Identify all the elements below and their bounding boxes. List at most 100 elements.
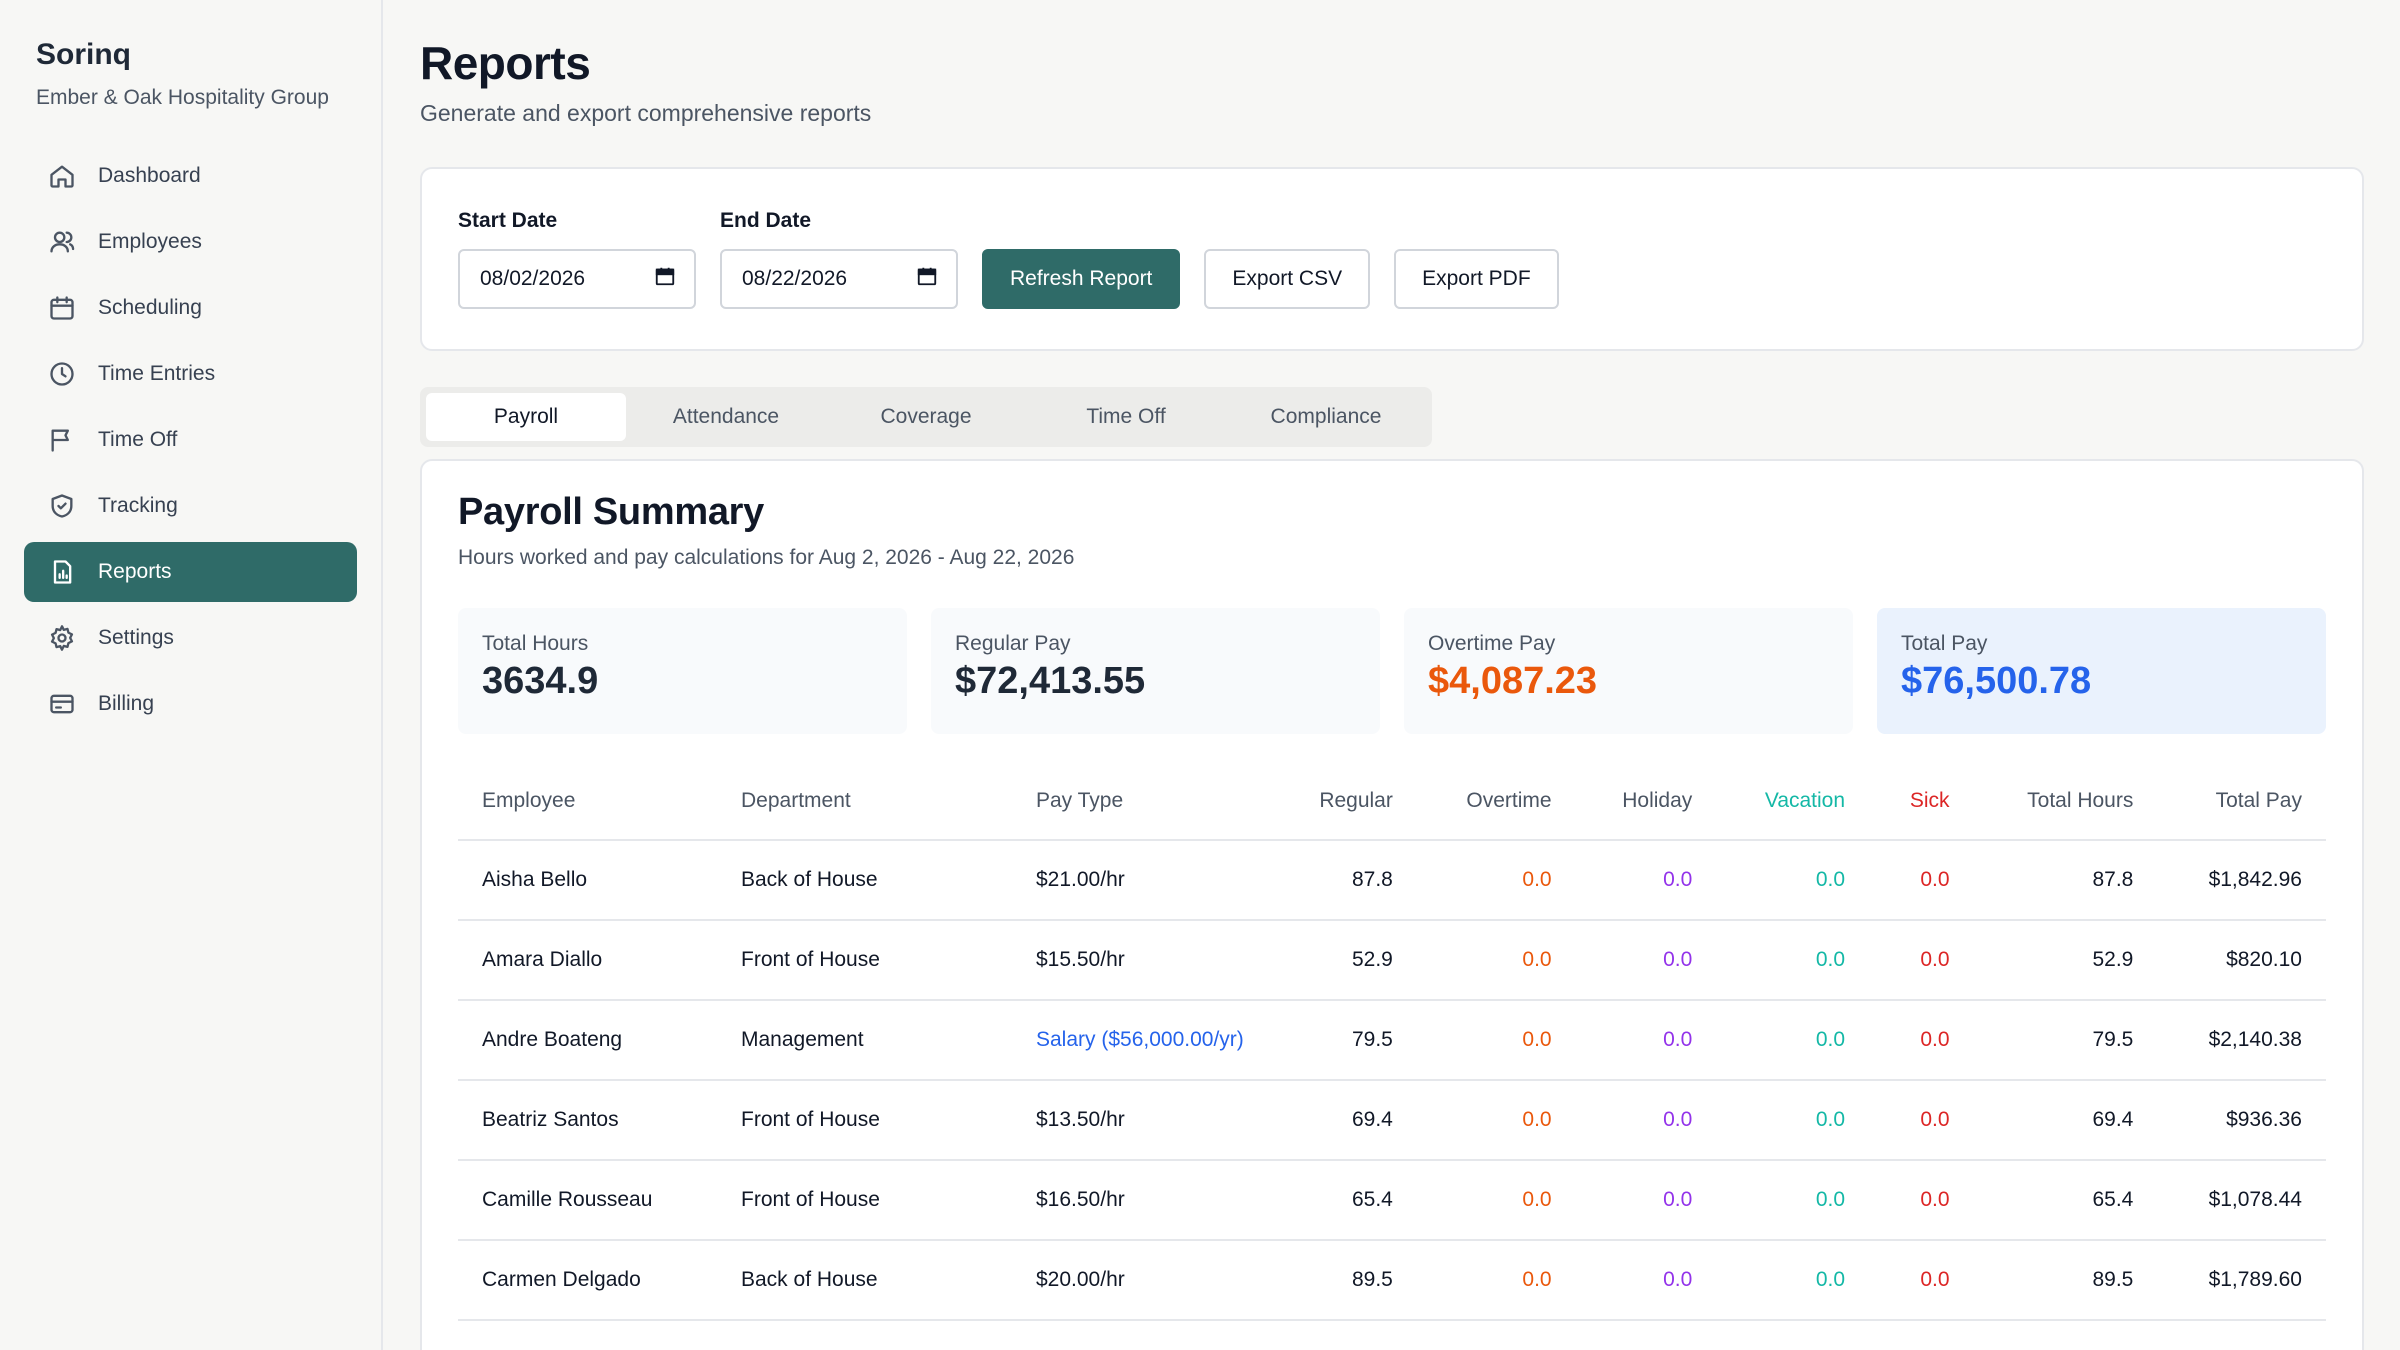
stat-total-pay: Total Pay $76,500.78 xyxy=(1877,608,2326,734)
cell-sick: 0.0 xyxy=(1869,1080,1974,1161)
cell-total-hours: 87.8 xyxy=(1973,840,2158,921)
gear-icon xyxy=(48,624,76,652)
sidebar-item-label: Scheduling xyxy=(98,296,202,319)
report-title: Payroll Summary xyxy=(458,491,764,533)
column-header-overtime[interactable]: Overtime xyxy=(1416,762,1576,841)
sidebar-item-time-off[interactable]: Time Off xyxy=(24,410,357,470)
cell-department: Management xyxy=(717,1000,1012,1081)
column-header-department[interactable]: Department xyxy=(717,762,1012,841)
cell-employee: Amara Diallo xyxy=(458,920,717,1001)
cell-sick: 0.0 xyxy=(1869,920,1974,1001)
cell-regular: 79.5 xyxy=(1272,1000,1417,1081)
column-header-sick[interactable]: Sick xyxy=(1869,762,1974,841)
end-date-value: 08/22/2026 xyxy=(742,267,848,290)
column-header-pay-type[interactable]: Pay Type xyxy=(1012,762,1272,841)
end-date-input[interactable]: 08/22/2026 xyxy=(720,249,958,309)
cell-overtime: 0.0 xyxy=(1416,1240,1576,1321)
tab-attendance[interactable]: Attendance xyxy=(672,405,780,428)
calendar-icon xyxy=(48,294,76,322)
cell-total-pay: $1,842.96 xyxy=(2157,840,2326,921)
sidebar-item-settings[interactable]: Settings xyxy=(24,608,357,668)
export-csv-button[interactable]: Export CSV xyxy=(1204,249,1371,309)
sidebar-item-reports[interactable]: Reports xyxy=(24,542,357,602)
cell-total-pay: $936.36 xyxy=(2157,1080,2326,1161)
cell-total-hours: 79.5 xyxy=(1973,1000,2158,1081)
export-pdf-button[interactable]: Export PDF xyxy=(1394,249,1559,309)
stat-overtime-pay: Overtime Pay $4,087.23 xyxy=(1404,608,1853,734)
cell-regular: 65.4 xyxy=(1272,1160,1417,1241)
tab-time-off[interactable]: Time Off xyxy=(1086,405,1166,428)
cell-total-hours: 52.9 xyxy=(1973,920,2158,1001)
cell-overtime: 0.0 xyxy=(1416,840,1576,921)
stat-label: Overtime Pay xyxy=(1428,632,1556,655)
column-header-employee[interactable]: Employee xyxy=(458,762,717,841)
sidebar-item-label: Time Entries xyxy=(98,362,216,385)
sidebar-item-time-entries[interactable]: Time Entries xyxy=(24,344,357,404)
column-header-total-hours[interactable]: Total Hours xyxy=(1973,762,2158,841)
sidebar-item-employees[interactable]: Employees xyxy=(24,212,357,272)
credit-card-icon xyxy=(48,690,76,718)
table-row[interactable]: Beatriz Santos Front of House $13.50/hr 69.… xyxy=(458,1080,2326,1161)
cell-employee: Andre Boateng xyxy=(458,1000,717,1081)
sidebar-item-label: Tracking xyxy=(98,494,178,517)
cell-holiday: 0.0 xyxy=(1575,920,1717,1001)
cell-holiday: 0.0 xyxy=(1575,840,1717,921)
start-date-value: 08/02/2026 xyxy=(480,267,586,290)
cell-holiday: 0.0 xyxy=(1575,1160,1717,1241)
cell-employee: Carmen Delgado xyxy=(458,1240,717,1321)
cell-total-hours: 65.4 xyxy=(1973,1160,2158,1241)
table-row[interactable]: Aisha Bello Back of House $21.00/hr 87.8 0.0… xyxy=(458,840,2326,921)
cell-regular: 69.4 xyxy=(1272,1080,1417,1161)
tab-payroll[interactable]: Payroll xyxy=(426,393,626,441)
table-row[interactable]: Andre Boateng Management Salary ($56,000.0… xyxy=(458,1000,2326,1081)
column-header-total-pay[interactable]: Total Pay xyxy=(2157,762,2326,841)
column-header-vacation[interactable]: Vacation xyxy=(1716,762,1870,841)
sidebar-nav: Dashboard Employees Scheduling Time Entr… xyxy=(24,146,357,734)
brand-name: Sorinq xyxy=(36,38,131,71)
page-subtitle: Generate and export comprehensive report… xyxy=(420,100,872,126)
start-date-input[interactable]: 08/02/2026 xyxy=(458,249,696,309)
calendar-picker-icon[interactable] xyxy=(916,265,938,293)
page-title: Reports xyxy=(420,37,591,89)
cell-total-pay: $1,078.44 xyxy=(2157,1160,2326,1241)
cell-sick: 0.0 xyxy=(1869,840,1974,921)
summary-stats: Total Hours 3634.9 Regular Pay $72,413.5… xyxy=(458,608,2326,734)
report-tabs: Payroll Attendance Coverage Time Off Com… xyxy=(420,387,1432,447)
cell-department: Front of House xyxy=(717,920,1012,1001)
tab-compliance[interactable]: Compliance xyxy=(1270,405,1382,428)
sidebar-item-label: Billing xyxy=(98,692,155,715)
sidebar-item-label: Settings xyxy=(98,626,174,649)
stat-value: $76,500.78 xyxy=(1901,660,2092,702)
cell-pay-type: $16.50/hr xyxy=(1012,1160,1272,1241)
sidebar-item-billing[interactable]: Billing xyxy=(24,674,357,734)
stat-value: 3634.9 xyxy=(482,660,599,702)
sidebar-item-dashboard[interactable]: Dashboard xyxy=(24,146,357,206)
clock-icon xyxy=(48,360,76,388)
cell-vacation: 0.0 xyxy=(1716,1160,1870,1241)
cell-employee: Aisha Bello xyxy=(458,840,717,921)
cell-regular: 52.9 xyxy=(1272,920,1417,1001)
sidebar: Sorinq Ember & Oak Hospitality Group Das… xyxy=(0,0,383,1350)
cell-total-hours: 69.4 xyxy=(1973,1080,2158,1161)
tab-coverage[interactable]: Coverage xyxy=(880,405,972,428)
stat-total-hours: Total Hours 3634.9 xyxy=(458,608,907,734)
stat-label: Total Pay xyxy=(1901,632,1988,655)
table-row[interactable]: Camille Rousseau Front of House $16.50/hr 6… xyxy=(458,1160,2326,1241)
sidebar-item-tracking[interactable]: Tracking xyxy=(24,476,357,536)
stat-label: Total Hours xyxy=(482,632,589,655)
table-row[interactable]: Carmen Delgado Back of House $20.00/hr 89.5… xyxy=(458,1240,2326,1321)
table-row[interactable]: Amara Diallo Front of House $15.50/hr 52.9 0… xyxy=(458,920,2326,1001)
table-header-row: Employee Department Pay Type Regular Ove… xyxy=(458,762,2326,841)
cell-sick: 0.0 xyxy=(1869,1000,1974,1081)
cell-vacation: 0.0 xyxy=(1716,920,1870,1001)
cell-sick: 0.0 xyxy=(1869,1160,1974,1241)
cell-department: Back of House xyxy=(717,1240,1012,1321)
column-header-holiday[interactable]: Holiday xyxy=(1575,762,1717,841)
shield-icon xyxy=(48,492,76,520)
refresh-report-button[interactable]: Refresh Report xyxy=(982,249,1181,309)
column-header-regular[interactable]: Regular xyxy=(1272,762,1417,841)
cell-department: Front of House xyxy=(717,1080,1012,1161)
calendar-picker-icon[interactable] xyxy=(654,265,676,293)
sidebar-item-scheduling[interactable]: Scheduling xyxy=(24,278,357,338)
cell-holiday: 0.0 xyxy=(1575,1080,1717,1161)
